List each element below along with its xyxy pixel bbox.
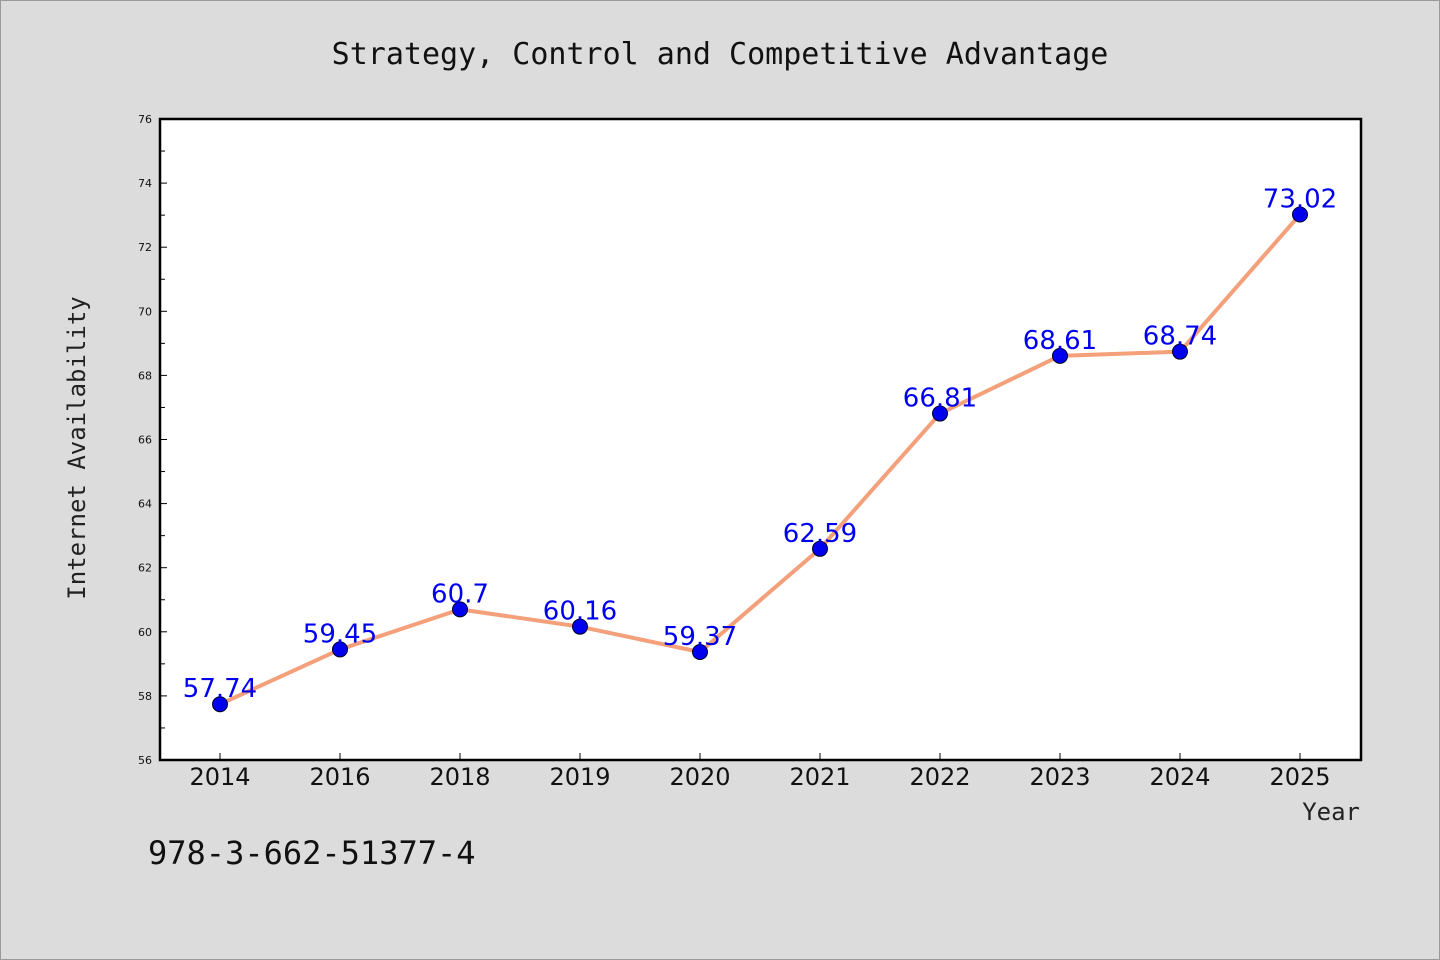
- series-line: [219, 213, 1302, 707]
- series-markers: [212, 206, 1308, 713]
- x-tick-label: 2014: [189, 763, 250, 791]
- data-label: 60.7: [431, 579, 489, 609]
- x-axis: 2014 2016 2018 2019 2020 2021 2022 2023 2024 2025: [189, 753, 1331, 791]
- y-axis-label: Internet Availability: [63, 296, 91, 599]
- data-point: [212, 696, 228, 713]
- y-tick-label: 60: [138, 626, 152, 639]
- x-axis-label: Year: [1302, 798, 1360, 826]
- data-point: [572, 618, 588, 635]
- data-label: 68.74: [1143, 322, 1217, 352]
- y-tick-label: 68: [138, 369, 152, 382]
- x-tick-label: 2016: [309, 763, 370, 791]
- y-axis: 56 58 60 62 64 66 68 70 72 74 76: [138, 113, 167, 767]
- chart-title: Strategy, Control and Competitive Advant…: [332, 37, 1109, 72]
- data-label: 60.16: [543, 597, 617, 627]
- data-label: 62.59: [783, 519, 857, 549]
- data-point: [1052, 347, 1068, 364]
- y-tick-label: 66: [138, 434, 152, 447]
- plot-border: [158, 117, 1363, 762]
- y-tick-label: 74: [138, 177, 152, 190]
- data-labels: 57.74 59.45 60.7 60.16 59.37 62.59 66.81 68.61 6…: [183, 185, 1337, 705]
- data-label: 66.81: [903, 384, 977, 414]
- x-tick-label: 2023: [1029, 763, 1090, 791]
- y-tick-label: 64: [138, 498, 152, 511]
- data-label: 73.02: [1263, 185, 1337, 215]
- x-tick-label: 2020: [669, 763, 730, 791]
- y-tick-label: 58: [138, 690, 152, 703]
- data-label: 68.61: [1023, 326, 1097, 356]
- x-tick-label: 2024: [1149, 763, 1210, 791]
- y-tick-label: 70: [138, 305, 152, 318]
- data-point: [1292, 206, 1308, 223]
- isbn-text: 978-3-662-51377-4: [148, 834, 476, 872]
- y-tick-label: 72: [138, 241, 152, 254]
- y-tick-label: 62: [138, 562, 152, 575]
- data-point: [932, 405, 948, 422]
- data-label: 57.74: [183, 674, 257, 704]
- data-point: [332, 641, 348, 658]
- x-tick-label: 2018: [429, 763, 490, 791]
- x-tick-label: 2022: [909, 763, 970, 791]
- y-tick-label: 76: [138, 113, 152, 126]
- data-point: [1172, 343, 1188, 360]
- data-point: [692, 643, 708, 660]
- x-tick-label: 2025: [1269, 763, 1330, 791]
- y-tick-label: 56: [138, 754, 152, 767]
- data-point: [812, 540, 828, 557]
- data-point: [452, 601, 468, 618]
- x-tick-label: 2019: [549, 763, 610, 791]
- plot-area: [160, 119, 1361, 760]
- data-label: 59.45: [303, 619, 377, 649]
- data-label: 59.37: [663, 622, 737, 652]
- x-tick-label: 2021: [789, 763, 850, 791]
